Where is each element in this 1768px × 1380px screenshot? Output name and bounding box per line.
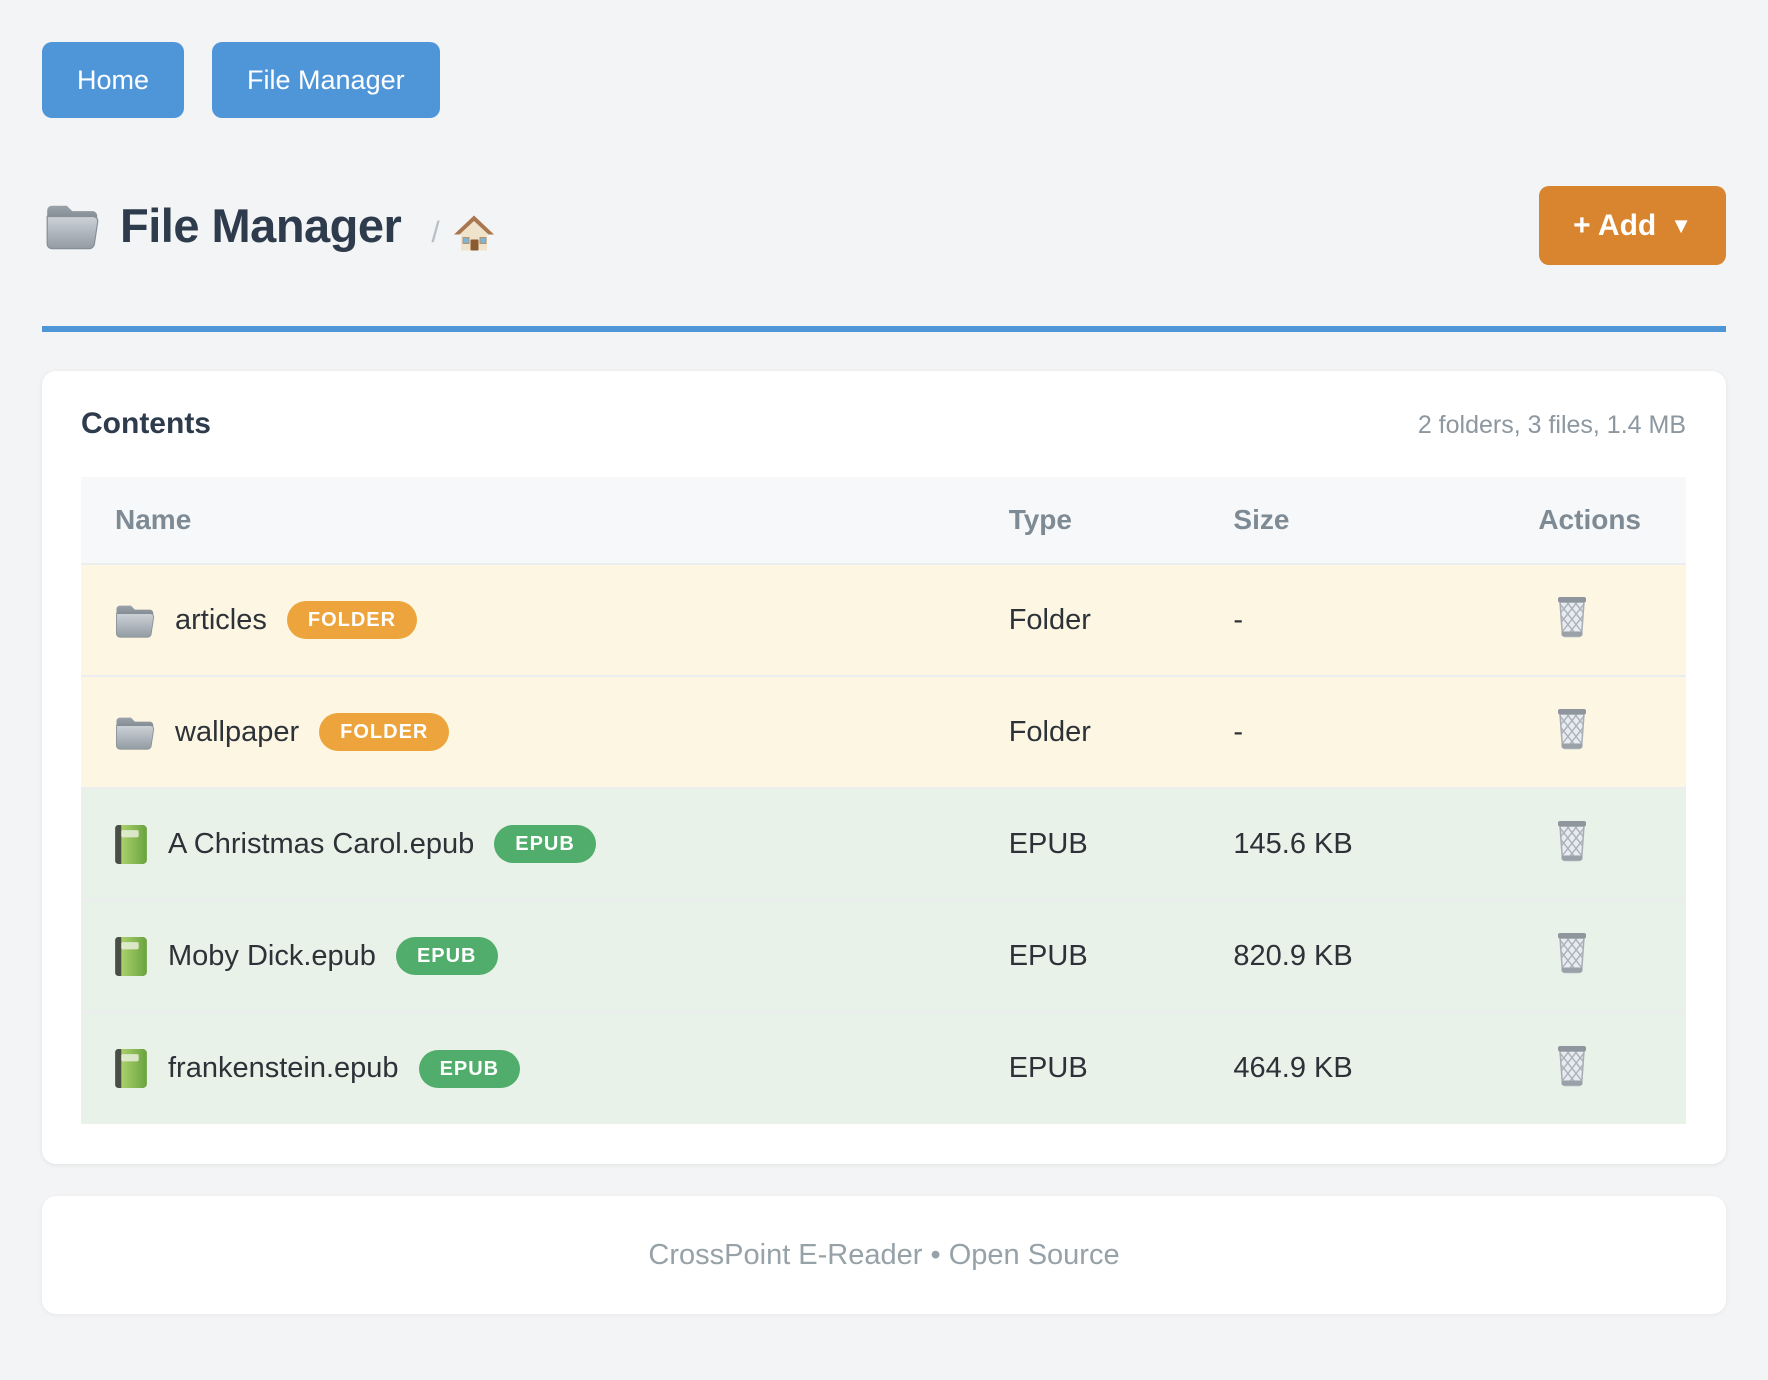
file-size: 464.9 KB (1233, 1052, 1353, 1084)
wastebasket-icon (1552, 817, 1592, 863)
column-header-size: Size (1233, 504, 1290, 535)
table-row-moby-dick: Moby Dick.epub EPUB EPUB 820.9 KB (81, 900, 1686, 1012)
house-icon[interactable] (453, 214, 494, 252)
wastebasket-icon (1552, 929, 1592, 975)
table-row-frankenstein: frankenstein.epub EPUB EPUB 464.9 KB (81, 1012, 1686, 1124)
green-book-icon (113, 1047, 148, 1090)
breadcrumb-separator: / (431, 215, 440, 249)
breadcrumb: / (431, 214, 494, 252)
delete-button[interactable] (1552, 705, 1592, 751)
folder-badge: FOLDER (319, 713, 450, 751)
column-header-actions: Actions (1538, 504, 1642, 535)
epub-badge: EPUB (418, 1049, 521, 1088)
contents-heading: Contents (81, 407, 211, 440)
file-name-link[interactable]: Moby Dick.epub (168, 939, 376, 972)
file-name-link[interactable]: articles (175, 603, 267, 636)
delete-button[interactable] (1552, 929, 1592, 975)
add-button[interactable]: + Add ▼ (1539, 186, 1726, 265)
column-header-name: Name (115, 504, 192, 535)
table-row-christmas-carol: A Christmas Carol.epub EPUB EPUB 145.6 K… (81, 788, 1686, 900)
file-size: - (1233, 715, 1244, 748)
file-manager-page: Home File Manager File Manager / + Add ▼… (42, 42, 1726, 1314)
title-wrap: File Manager / (42, 198, 494, 253)
file-type: EPUB (1008, 1052, 1088, 1084)
column-header-type: Type (1008, 504, 1072, 535)
file-name-link[interactable]: frankenstein.epub (168, 1052, 399, 1084)
file-type: Folder (1008, 603, 1091, 636)
top-nav: Home File Manager (42, 42, 1726, 118)
nav-file-manager-button[interactable]: File Manager (212, 42, 440, 118)
caret-down-icon: ▼ (1670, 213, 1692, 238)
epub-badge: EPUB (494, 825, 596, 863)
contents-card: Contents 2 folders, 3 files, 1.4 MB Name… (42, 371, 1726, 1164)
delete-button[interactable] (1552, 593, 1592, 639)
wastebasket-icon (1552, 705, 1592, 751)
folder-icon (113, 602, 155, 639)
file-type: EPUB (1008, 827, 1088, 860)
file-name-link[interactable]: wallpaper (175, 715, 300, 748)
file-type: EPUB (1008, 939, 1088, 972)
wastebasket-icon (1552, 1042, 1592, 1088)
footer-text: CrossPoint E-Reader • Open Source (648, 1238, 1120, 1271)
file-size: 820.9 KB (1233, 939, 1353, 972)
file-size: - (1233, 603, 1244, 636)
wastebasket-icon (1552, 593, 1592, 639)
file-type: Folder (1008, 715, 1091, 748)
folder-badge: FOLDER (286, 601, 418, 639)
file-name-link[interactable]: A Christmas Carol.epub (168, 827, 475, 860)
table-row-articles: articles FOLDER Folder - (81, 564, 1686, 676)
folder-icon (42, 201, 100, 251)
footer-card: CrossPoint E-Reader • Open Source (42, 1196, 1726, 1314)
delete-button[interactable] (1552, 817, 1592, 863)
add-button-label: + Add (1573, 209, 1657, 242)
contents-header: Contents 2 folders, 3 files, 1.4 MB (81, 401, 1686, 447)
table-header-row: Name Type Size Actions (81, 477, 1686, 564)
page-title: File Manager (120, 199, 402, 252)
nav-home-button[interactable]: Home (42, 42, 185, 118)
delete-button[interactable] (1552, 1042, 1592, 1088)
file-size: 145.6 KB (1233, 827, 1353, 860)
folder-icon (113, 714, 155, 751)
page-header: File Manager / + Add ▼ (42, 186, 1726, 265)
file-table: Name Type Size Actions articles FOLDER (81, 477, 1686, 1124)
green-book-icon (113, 823, 148, 866)
green-book-icon (113, 935, 148, 978)
header-divider (42, 326, 1726, 332)
epub-badge: EPUB (395, 937, 498, 975)
contents-summary: 2 folders, 3 files, 1.4 MB (1417, 411, 1686, 439)
table-row-wallpaper: wallpaper FOLDER Folder - (81, 676, 1686, 788)
